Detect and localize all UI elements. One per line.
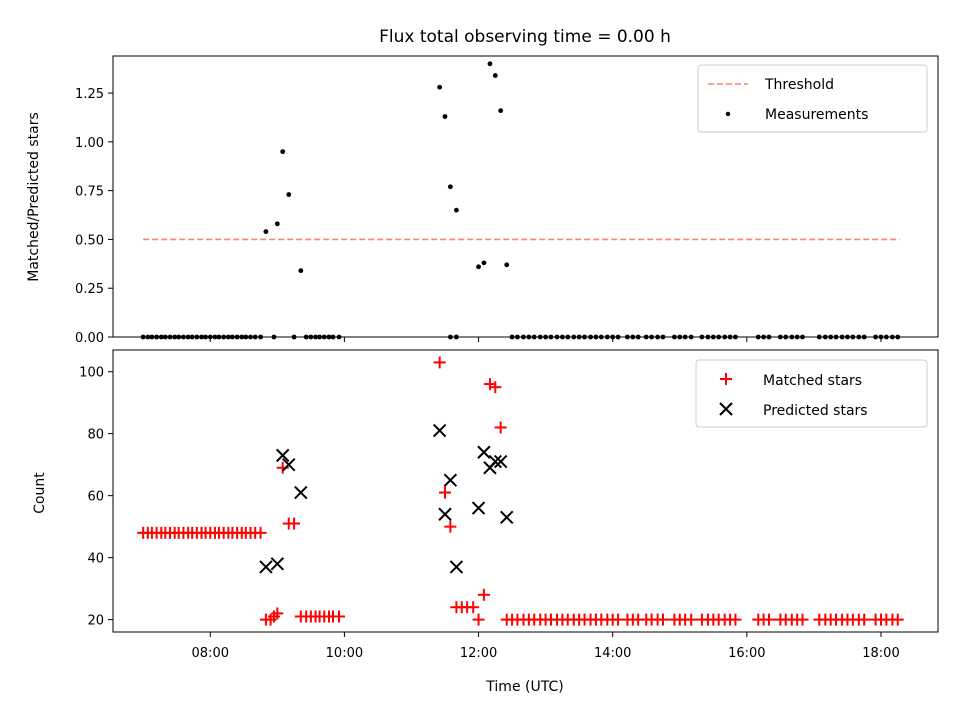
legend-matched-swatch [720, 373, 732, 385]
matched-star-point [796, 613, 809, 626]
predicted-star-point [259, 560, 273, 574]
bottom-plot-area [137, 356, 904, 626]
predicted-star-point [449, 560, 464, 574]
measurement-point [442, 114, 448, 119]
bottom-y-tick-label: 40 [87, 552, 104, 567]
top-y-tick-label: 0.00 [75, 331, 104, 346]
top-axes-frame [112, 55, 939, 338]
matched-star-point [489, 381, 502, 394]
predicted-star-point [500, 510, 514, 525]
predicted-star-point [471, 501, 486, 515]
predicted-star-point [432, 423, 447, 438]
matched-star-point [254, 526, 267, 539]
measurement-point [454, 207, 459, 213]
predicted-star-point [477, 445, 491, 459]
x-axis-label: Time (UTC) [485, 679, 563, 695]
legend-measurements-label: Measurements [765, 107, 868, 123]
matched-star-point [891, 613, 904, 626]
bottom-x-axis: 08:00 10:00 12:00 14:00 16:00 18:00 [192, 632, 900, 661]
bottom-y-tick-label: 80 [87, 428, 104, 443]
top-y-tick-label: 0.75 [75, 185, 104, 200]
matched-star-point [685, 613, 698, 626]
bottom-legend-box [695, 359, 928, 428]
matched-star-point [467, 601, 480, 614]
measurement-point [298, 268, 304, 274]
matched-star-point [433, 356, 446, 369]
measurement-point [481, 260, 487, 266]
matched-star-point [858, 613, 871, 626]
predicted-star-point [443, 473, 458, 487]
chart-title: Flux total observing time = 0.00 h [379, 27, 671, 47]
measurement-point [286, 192, 292, 197]
matched-star-point [271, 607, 284, 620]
predicted-star-point [493, 454, 508, 469]
top-legend: Threshold Measurements [697, 64, 928, 133]
x-tick-label: 10:00 [326, 646, 363, 661]
top-y-axis: 0.00 0.25 0.50 0.75 1.00 1.25 [75, 87, 113, 346]
legend-threshold-label: Threshold [764, 77, 834, 93]
bottom-y-axis-label: Count [32, 472, 48, 514]
measurement-point [274, 221, 280, 227]
top-y-tick-label: 1.25 [75, 87, 104, 102]
matched-star-point [444, 520, 457, 533]
measurement-point [504, 262, 510, 268]
measurement-point [487, 61, 493, 67]
predicted-star-point [270, 557, 285, 571]
matched-star-point [762, 613, 775, 626]
predicted-star-point [282, 457, 296, 472]
bottom-y-tick-label: 60 [87, 490, 104, 505]
matched-star-point [439, 486, 452, 499]
top-y-tick-label: 0.25 [75, 282, 104, 297]
matched-star-point [494, 421, 507, 434]
x-tick-label: 12:00 [460, 646, 497, 661]
bottom-y-tick-label: 20 [87, 614, 104, 629]
top-y-tick-label: 1.00 [75, 136, 104, 151]
top-legend-box [697, 64, 928, 133]
bottom-legend: Matched stars Predicted stars [695, 359, 928, 428]
x-tick-label: 18:00 [862, 646, 899, 661]
x-tick-label: 14:00 [594, 646, 631, 661]
measurement-point [280, 149, 286, 155]
predicted-star-point [438, 507, 452, 521]
measurement-point [498, 108, 504, 114]
legend-predicted-label: Predicted stars [763, 403, 868, 419]
legend-matched-label: Matched stars [763, 373, 862, 389]
matched-star-point [657, 613, 669, 626]
x-tick-label: 08:00 [192, 646, 229, 661]
measurement-point [447, 184, 453, 190]
matched-star-point [333, 610, 346, 623]
predicted-star-point [488, 454, 503, 469]
matched-star-point [472, 613, 485, 626]
bottom-y-axis: 20 40 60 80 100 [79, 366, 113, 629]
predicted-star-point [275, 448, 290, 463]
top-y-axis-label: Matched/Predicted stars [26, 112, 42, 282]
bottom-axes-frame [112, 349, 939, 633]
legend-predicted-swatch [719, 402, 733, 416]
measurement-point [476, 264, 481, 270]
measurement-point [437, 84, 443, 90]
matched-star-point [477, 588, 490, 601]
matched-star-point [729, 613, 742, 626]
legend-measurements-swatch [725, 111, 731, 117]
measurement-point [492, 73, 498, 78]
matched-star-point [288, 517, 301, 530]
x-tick-label: 16:00 [728, 646, 765, 661]
measurement-point [263, 229, 269, 235]
top-x-axis [209, 337, 882, 342]
predicted-star-point [294, 485, 308, 500]
bottom-y-tick-label: 100 [79, 366, 104, 381]
top-y-tick-label: 0.50 [75, 233, 104, 248]
